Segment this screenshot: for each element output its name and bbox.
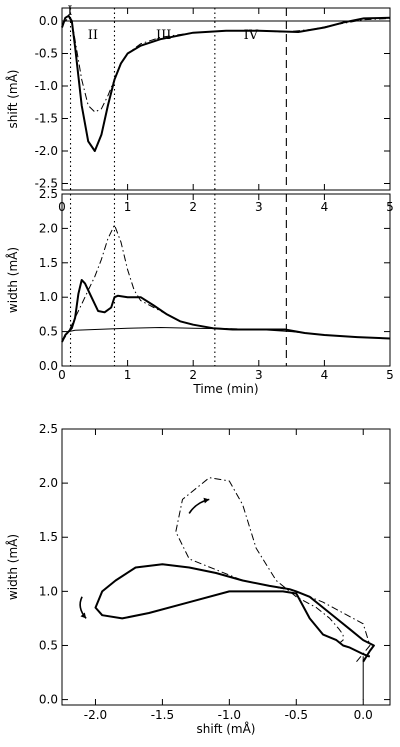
series-line bbox=[61, 279, 391, 343]
y-axis-label: shift (mÅ) bbox=[5, 70, 20, 129]
y-tick-label: -2.0 bbox=[35, 144, 58, 158]
x-axis-label: shift (mÅ) bbox=[197, 721, 256, 736]
y-tick-label: 0.0 bbox=[39, 359, 58, 373]
arrow-head bbox=[80, 612, 87, 619]
series-line bbox=[61, 14, 391, 152]
y-tick-label: 0.5 bbox=[39, 638, 58, 652]
x-tick-label: 0 bbox=[58, 368, 66, 382]
x-tick-label: -1.0 bbox=[218, 708, 241, 722]
x-tick-label: -0.5 bbox=[285, 708, 308, 722]
x-tick-label: 3 bbox=[255, 368, 263, 382]
y-tick-label: 2.5 bbox=[39, 187, 58, 201]
series-line bbox=[61, 327, 391, 343]
plot-frame bbox=[61, 7, 391, 191]
panel-label: I bbox=[67, 4, 72, 19]
phase-label: IV bbox=[244, 28, 259, 43]
series-line bbox=[94, 563, 375, 663]
y-tick-label: 2.0 bbox=[39, 476, 58, 490]
phase-label: III bbox=[156, 28, 171, 43]
x-tick-label: 0.0 bbox=[354, 708, 373, 722]
x-tick-label: 2 bbox=[189, 200, 197, 214]
y-axis-label: width (mÅ) bbox=[5, 247, 20, 313]
y-tick-label: -2.5 bbox=[35, 177, 58, 191]
y-tick-label: 2.0 bbox=[39, 221, 58, 235]
y-tick-label: 0.0 bbox=[39, 14, 58, 28]
series-line bbox=[61, 224, 285, 343]
plot-frame bbox=[61, 193, 391, 367]
y-tick-label: 1.0 bbox=[39, 290, 58, 304]
y-axis-label: width (mÅ) bbox=[5, 534, 20, 600]
x-tick-label: 2 bbox=[189, 368, 197, 382]
y-tick-label: -1.0 bbox=[35, 79, 58, 93]
series-line bbox=[175, 477, 371, 663]
x-tick-label: 1 bbox=[124, 200, 132, 214]
chart-panel-3: 0.0 0.5 1.0 1.5 2.0 2.5 -2.0 -1.5 -1.0 -0.5 0.0 wid… bbox=[5, 422, 391, 736]
x-tick-label: 5 bbox=[386, 200, 394, 214]
y-tick-label: 1.0 bbox=[39, 584, 58, 598]
y-tick-label: 1.5 bbox=[39, 256, 58, 270]
y-tick-label: 1.5 bbox=[39, 530, 58, 544]
x-tick-label: 1 bbox=[124, 368, 132, 382]
x-tick-label: 3 bbox=[255, 200, 263, 214]
x-tick-label: -1.5 bbox=[151, 708, 174, 722]
arrow-head bbox=[203, 497, 210, 504]
y-tick-label: 0.5 bbox=[39, 325, 58, 339]
x-tick-label: 0 bbox=[58, 200, 66, 214]
y-tick-label: -1.5 bbox=[35, 112, 58, 126]
y-tick-label: -0.5 bbox=[35, 47, 58, 61]
series-line bbox=[61, 17, 391, 113]
x-tick-label: 4 bbox=[321, 200, 329, 214]
x-axis-label: Time (min) bbox=[192, 382, 258, 396]
y-tick-label: 2.5 bbox=[39, 422, 58, 436]
x-tick-label: 5 bbox=[386, 368, 394, 382]
x-tick-label: -2.0 bbox=[84, 708, 107, 722]
x-tick-label: 4 bbox=[321, 368, 329, 382]
y-tick-label: 0.0 bbox=[39, 693, 58, 707]
phase-label: II bbox=[88, 28, 98, 43]
plot-frame bbox=[61, 428, 391, 706]
